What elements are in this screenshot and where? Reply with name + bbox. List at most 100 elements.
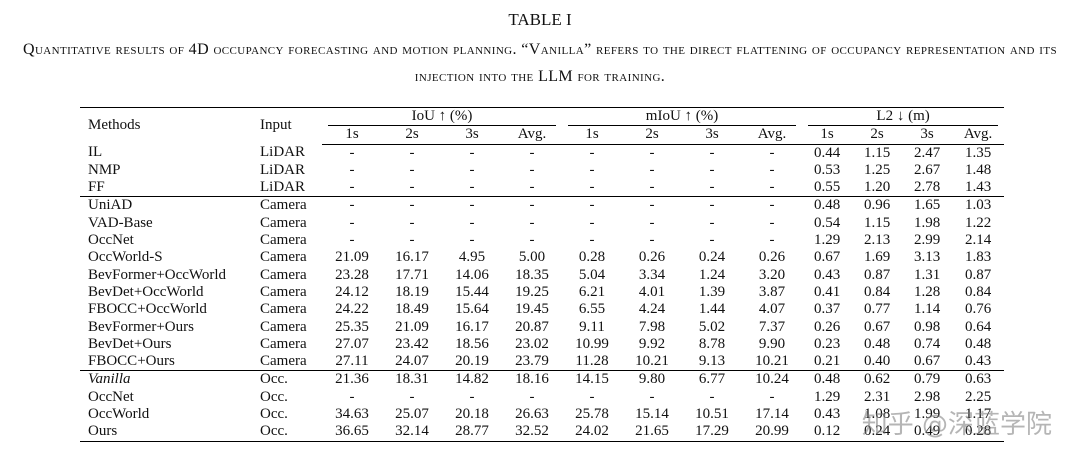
value-cell: 1.39 <box>698 283 726 300</box>
value-cell: - <box>382 196 442 215</box>
input-cell: Camera <box>260 318 307 335</box>
value-cell: - <box>709 214 715 231</box>
value-cell: 15.14 <box>635 406 669 423</box>
table-row: UniAD Camera - - - - - - - -0.48 0.96 1.65 1.03 <box>80 196 1005 215</box>
value-cell: - <box>742 196 803 215</box>
value-cell: 0.79 <box>902 370 953 389</box>
value-cell: 0.84 <box>863 283 891 300</box>
input-cell: Occ. <box>252 423 322 442</box>
subheader-cell: Avg. <box>502 126 563 145</box>
value-cell: 1.17 <box>964 406 992 423</box>
value-cell: 32.14 <box>382 423 442 442</box>
value-cell: - <box>502 196 563 215</box>
value-cell: 2.25 <box>964 388 992 405</box>
table-label: TABLE I <box>508 10 572 29</box>
value-cell: 1.43 <box>964 179 992 196</box>
input-cell: Camera <box>260 353 307 370</box>
value-cell: - <box>769 144 775 161</box>
header-row: Methods Input IoU ↑ (%) mIoU ↑ (%) L2 ↓ (m) <box>80 107 1005 145</box>
subheader-cell: 1s <box>562 126 623 145</box>
value-cell: 0.28 <box>578 249 606 266</box>
value-cell: 25.35 <box>335 318 369 335</box>
value-cell: 0.43 <box>813 406 841 423</box>
value-cell: 2.99 <box>913 232 941 249</box>
input-cell: Camera <box>260 249 307 266</box>
group-label: IoU ↑ (%) <box>328 108 557 127</box>
value-cell: 2.47 <box>913 144 941 161</box>
method-cell: NMP <box>88 161 121 178</box>
value-cell: 24.12 <box>335 283 369 300</box>
method-cell: Ours <box>80 423 252 442</box>
value-cell: 0.67 <box>813 249 841 266</box>
value-cell: 23.42 <box>395 335 429 352</box>
value-cell: - <box>349 214 355 231</box>
value-cell: 1.65 <box>902 196 953 215</box>
value-cell: - <box>649 232 655 249</box>
value-cell: - <box>709 161 715 178</box>
value-cell: 0.48 <box>802 196 853 215</box>
value-cell: 15.64 <box>455 301 489 318</box>
table-section: Vanilla Occ. 21.36 18.31 14.82 18.16 14.15 9.80… <box>80 370 1005 442</box>
value-cell: - <box>769 214 775 231</box>
value-cell: 9.90 <box>758 335 786 352</box>
value-cell: 4.95 <box>458 249 486 266</box>
input-cell: Occ. <box>260 406 288 423</box>
value-cell: - <box>409 179 415 196</box>
value-cell: 34.63 <box>335 406 369 423</box>
value-cell: - <box>349 232 355 249</box>
results-table: Methods Input IoU ↑ (%) mIoU ↑ (%) L2 ↓ (m) 1… <box>80 107 1005 442</box>
value-cell: 16.17 <box>395 249 429 266</box>
value-cell: 1.24 <box>698 266 726 283</box>
value-cell: 1.44 <box>698 301 726 318</box>
value-cell: 7.98 <box>638 318 666 335</box>
value-cell: 3.87 <box>758 283 786 300</box>
value-cell: 5.00 <box>518 249 546 266</box>
value-cell: - <box>349 144 355 161</box>
group-label: L2 ↓ (m) <box>808 108 999 127</box>
value-cell: - <box>409 214 415 231</box>
value-cell: - <box>709 232 715 249</box>
value-cell: 2.98 <box>913 388 941 405</box>
value-cell: 0.67 <box>863 318 891 335</box>
value-cell: - <box>589 144 595 161</box>
value-cell: - <box>409 388 415 405</box>
value-cell: - <box>409 161 415 178</box>
value-cell: - <box>322 196 382 215</box>
input-cell: Camera <box>260 335 307 352</box>
method-cell: FBOCC+Ours <box>88 353 175 370</box>
table-row: IL LiDAR - - - - - - - - 0.44 1.15 2.47 1.35 <box>80 144 1004 162</box>
value-cell: 17.29 <box>682 423 743 442</box>
value-cell: 2.67 <box>913 161 941 178</box>
method-cell: IL <box>88 144 103 161</box>
input-cell: Camera <box>260 214 307 231</box>
value-cell: - <box>589 232 595 249</box>
value-cell: 1.29 <box>813 388 841 405</box>
value-cell: 6.77 <box>682 370 743 389</box>
value-cell: 9.13 <box>698 353 726 370</box>
value-cell: 32.52 <box>502 423 563 442</box>
value-cell: 14.06 <box>455 266 489 283</box>
input-cell: Camera <box>260 283 307 300</box>
table-row: FF LiDAR - - - - - - - - 0.55 1.20 2.78 1.43 <box>80 179 1004 197</box>
value-cell: 16.17 <box>455 318 489 335</box>
group-header: mIoU ↑ (%) <box>562 107 803 127</box>
value-cell: - <box>349 388 355 405</box>
value-cell: 27.07 <box>335 335 369 352</box>
value-cell: 0.37 <box>813 301 841 318</box>
value-cell: 0.48 <box>802 370 853 389</box>
value-cell: 1.03 <box>952 196 1005 215</box>
value-cell: 11.28 <box>575 353 609 370</box>
value-cell: - <box>709 388 715 405</box>
subheader-cell: 2s <box>852 126 903 145</box>
value-cell: 9.92 <box>638 335 666 352</box>
value-cell: 0.54 <box>813 214 841 231</box>
value-cell: 1.22 <box>964 214 992 231</box>
method-cell: OccNet <box>88 388 134 405</box>
value-cell: - <box>709 144 715 161</box>
value-cell: 0.53 <box>813 161 841 178</box>
table-row: BevDet+Ours Camera 27.07 23.42 18.56 23.02 10.… <box>80 336 1004 353</box>
value-cell: 23.02 <box>515 335 549 352</box>
value-cell: 0.24 <box>698 249 726 266</box>
value-cell: 0.21 <box>813 353 841 370</box>
